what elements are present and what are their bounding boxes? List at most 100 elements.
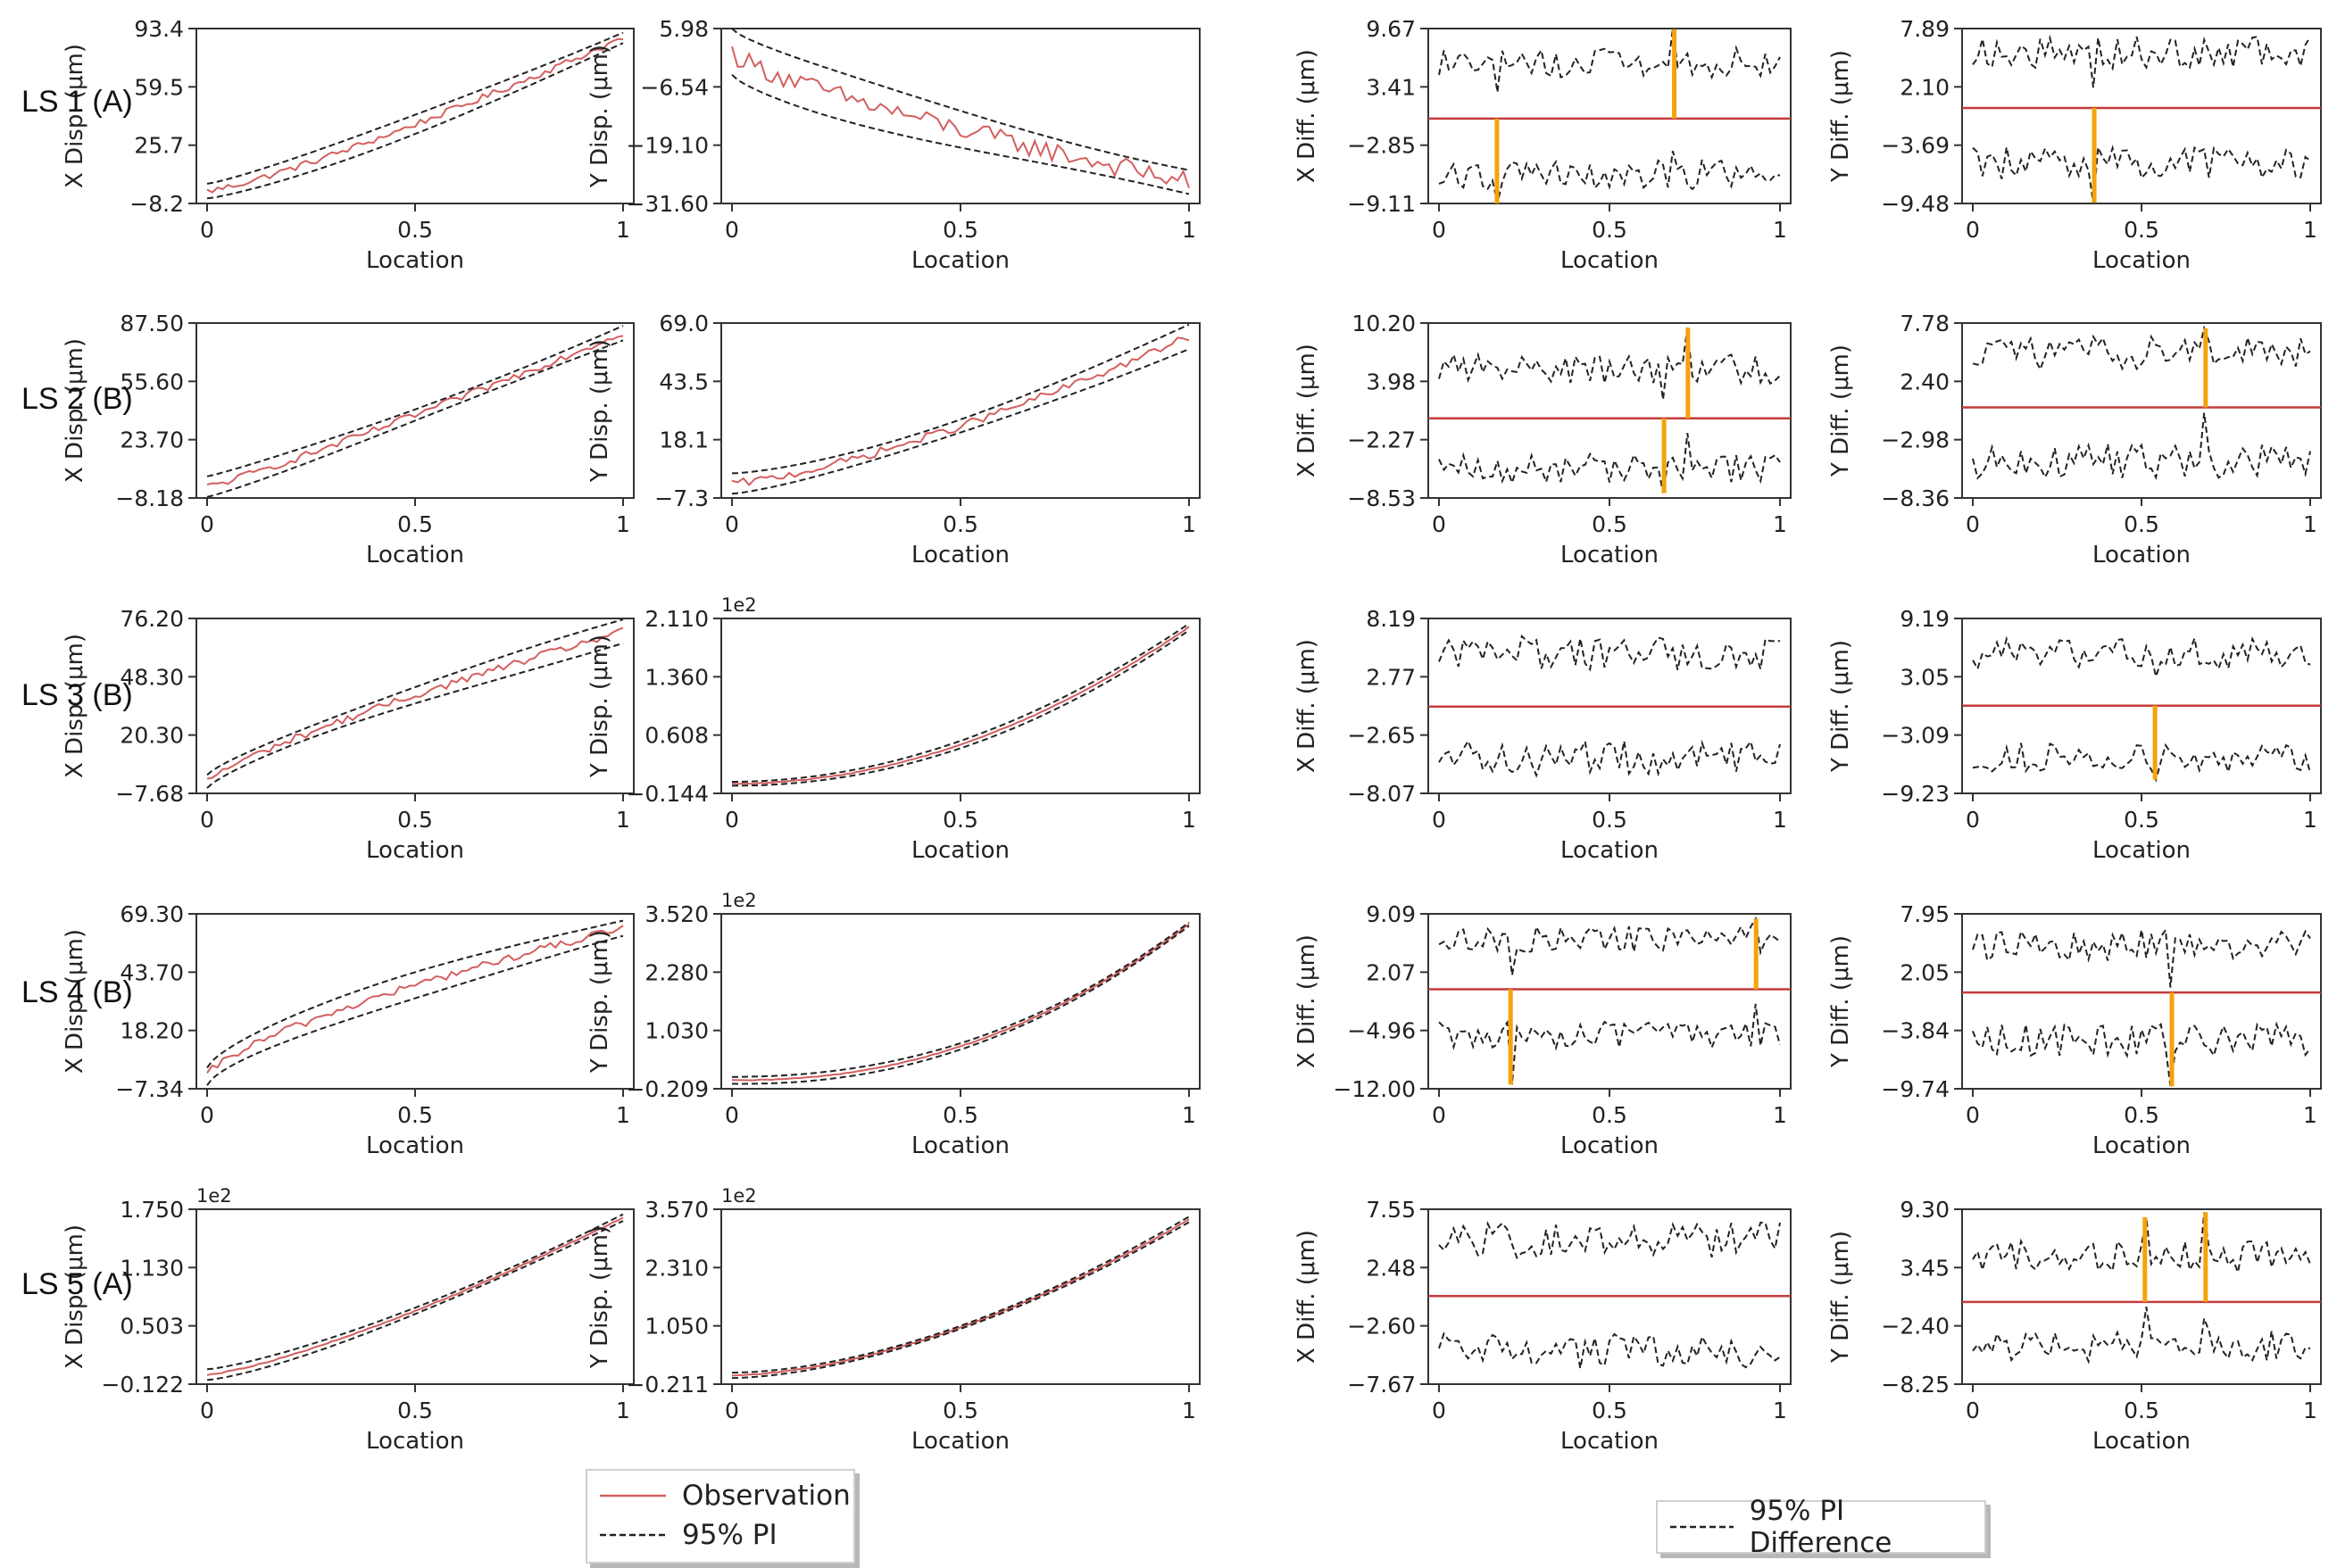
y-tick-label: 1.750 bbox=[120, 1197, 184, 1223]
y-tick-label: −0.122 bbox=[101, 1372, 184, 1398]
y-tick-label: 48.30 bbox=[120, 664, 184, 690]
x-tick-label: 0 bbox=[725, 807, 739, 833]
y-multiplier-label: 1e2 bbox=[721, 890, 757, 911]
pi-lower-series bbox=[206, 1220, 624, 1381]
pi-diff-lower-series bbox=[1972, 1307, 2311, 1365]
x-tick-label: 0.5 bbox=[1592, 511, 1627, 537]
y-axis-label: Y Diff. (μm) bbox=[1827, 344, 1854, 477]
y-tick-label: −7.67 bbox=[1347, 1372, 1416, 1398]
x-axis-label: Location bbox=[911, 247, 1010, 274]
chart-ls5-y-disp: 3.570 2.310 1.050 −0.211 0 0.5 1 Location Y Disp… bbox=[586, 1185, 1201, 1455]
y-axis-label: Y Diff. (μm) bbox=[1827, 50, 1854, 183]
x-axis-label: Location bbox=[911, 1428, 1010, 1455]
x-axis-label: Location bbox=[366, 1428, 464, 1455]
axes-frame bbox=[1427, 322, 1792, 499]
legend-item-pi-difference: 95% PI Difference bbox=[1658, 1495, 1984, 1559]
pi-diff-upper-series bbox=[1972, 325, 2311, 372]
y-axis-label: X Diff. (μm) bbox=[1293, 639, 1320, 773]
x-axis-label: Location bbox=[366, 247, 464, 274]
x-tick-label: 0.5 bbox=[397, 1398, 433, 1423]
x-axis-label: Location bbox=[911, 542, 1010, 568]
chart-ls2-y-disp: 69.0 43.5 18.1 −7.3 0 0.5 1 Location Y Disp. (μm… bbox=[586, 311, 1201, 568]
pi-upper-series bbox=[206, 325, 624, 477]
x-tick-label: 0 bbox=[725, 1102, 739, 1128]
y-tick-label: 9.19 bbox=[1900, 606, 1950, 632]
y-tick-label: 7.55 bbox=[1366, 1197, 1416, 1223]
row-label-ls5: LS 5 (A) bbox=[21, 1267, 133, 1301]
observation-series bbox=[206, 1216, 624, 1376]
pi-difference-line-swatch bbox=[1670, 1525, 1734, 1529]
axes-frame bbox=[195, 1208, 635, 1385]
y-tick-label: −6.54 bbox=[640, 74, 709, 100]
observation-series bbox=[731, 336, 1190, 486]
x-tick-label: 1 bbox=[1182, 807, 1196, 833]
y-axis-label: X Diff. (μm) bbox=[1293, 344, 1320, 477]
x-axis-label: Location bbox=[1560, 247, 1659, 274]
pi-lower-series bbox=[731, 925, 1190, 1085]
y-tick-label: −2.85 bbox=[1347, 133, 1416, 159]
y-tick-label: −31.60 bbox=[626, 191, 709, 217]
x-tick-label: 0 bbox=[1966, 1398, 1980, 1423]
y-axis-label: X Disp. (μm) bbox=[62, 929, 88, 1074]
y-tick-label: 7.95 bbox=[1900, 901, 1950, 927]
chart-ls1-y-disp: 5.98 −6.54 −19.10 −31.60 0 0.5 1 Location Y Disp… bbox=[586, 16, 1201, 274]
y-tick-label: 55.60 bbox=[120, 369, 184, 394]
x-tick-label: 0.5 bbox=[943, 511, 978, 537]
pi-upper-series bbox=[731, 323, 1190, 475]
x-tick-label: 0.5 bbox=[397, 217, 433, 243]
y-tick-label: −0.144 bbox=[626, 781, 709, 807]
x-tick-label: 0.5 bbox=[943, 217, 978, 243]
x-tick-label: 1 bbox=[1773, 807, 1787, 833]
y-tick-label: 2.48 bbox=[1366, 1255, 1416, 1281]
y-tick-label: −2.60 bbox=[1347, 1314, 1416, 1340]
pi-upper-series bbox=[731, 1215, 1190, 1374]
x-tick-label: 0.5 bbox=[943, 807, 978, 833]
y-tick-label: 87.50 bbox=[120, 311, 184, 336]
chart-ls4-x-disp: 69.30 43.70 18.20 −7.34 0 0.5 1 Location X Disp.… bbox=[62, 901, 635, 1159]
x-axis-label: Location bbox=[366, 1132, 464, 1159]
y-tick-label: 2.10 bbox=[1900, 74, 1950, 100]
pi-upper-series bbox=[206, 31, 624, 185]
chart-ls5-x-diff: 7.55 2.48 −2.60 −7.67 0 0.5 1 Location X Diff. (… bbox=[1293, 1197, 1792, 1455]
y-tick-label: 3.45 bbox=[1900, 1255, 1950, 1281]
y-tick-label: 2.40 bbox=[1900, 369, 1950, 394]
y-tick-label: 2.110 bbox=[645, 606, 709, 632]
x-tick-label: 1 bbox=[616, 807, 630, 833]
y-tick-label: 69.0 bbox=[659, 311, 709, 336]
chart-ls3-x-disp: 76.20 48.30 20.30 −7.68 0 0.5 1 Location X Disp.… bbox=[62, 606, 635, 864]
x-tick-label: 1 bbox=[1773, 1102, 1787, 1128]
y-tick-label: −19.10 bbox=[626, 133, 709, 159]
y-axis-label: Y Disp. (μm) bbox=[586, 1225, 613, 1369]
observation-series bbox=[731, 1218, 1190, 1377]
pi-line-swatch bbox=[600, 1533, 666, 1537]
y-tick-label: −7.3 bbox=[654, 485, 709, 511]
y-tick-label: −8.2 bbox=[129, 191, 184, 217]
legend-displacement: Observation 95% PI bbox=[586, 1469, 855, 1564]
x-axis-label: Location bbox=[1560, 542, 1659, 568]
y-axis-label: X Diff. (μm) bbox=[1293, 934, 1320, 1068]
y-tick-label: −3.84 bbox=[1881, 1018, 1950, 1044]
pi-lower-series bbox=[206, 934, 624, 1086]
pi-lower-series bbox=[206, 339, 624, 498]
legend-item-observation: Observation bbox=[587, 1478, 851, 1514]
pi-upper-series bbox=[206, 618, 624, 776]
y-multiplier-label: 1e2 bbox=[721, 594, 757, 616]
pi-lower-series bbox=[731, 348, 1190, 495]
pi-upper-series bbox=[732, 623, 1190, 783]
y-tick-label: 0.608 bbox=[645, 723, 709, 749]
y-axis-label: Y Disp. (μm) bbox=[586, 930, 613, 1074]
pi-diff-upper-series bbox=[1972, 927, 2311, 988]
y-tick-label: −8.53 bbox=[1347, 485, 1416, 511]
y-tick-label: 3.520 bbox=[645, 901, 709, 927]
x-tick-label: 0 bbox=[200, 511, 214, 537]
x-tick-label: 0 bbox=[1966, 511, 1980, 537]
x-tick-label: 0 bbox=[1966, 1102, 1980, 1128]
pi-diff-upper-series bbox=[1438, 634, 1781, 672]
y-tick-label: 2.05 bbox=[1900, 959, 1950, 985]
legend-label-pi-difference: 95% PI Difference bbox=[1749, 1495, 1892, 1559]
x-tick-label: 1 bbox=[616, 1398, 630, 1423]
y-tick-label: −0.211 bbox=[626, 1372, 709, 1398]
row-label-ls4: LS 4 (B) bbox=[21, 975, 133, 1009]
y-tick-label: 1.050 bbox=[645, 1314, 709, 1340]
